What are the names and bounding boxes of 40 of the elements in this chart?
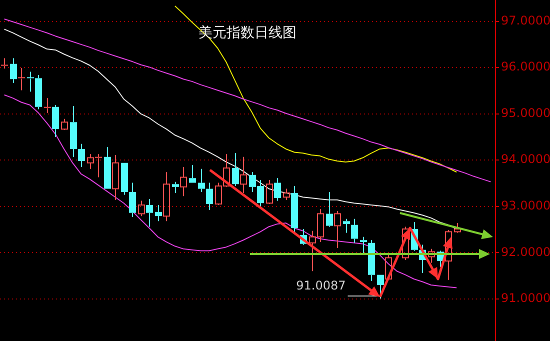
candlestick <box>360 236 367 254</box>
candlestick <box>18 68 26 91</box>
candlestick <box>240 156 247 194</box>
candlestick <box>189 164 196 183</box>
annotation: 91.0087 <box>296 278 346 293</box>
candlestick <box>35 74 42 110</box>
candlestick <box>10 58 17 84</box>
candlestick <box>232 152 239 186</box>
candlestick <box>172 181 179 194</box>
candlestick <box>163 172 170 222</box>
candlestick <box>351 218 358 244</box>
candlestick <box>0 58 8 69</box>
y-tick-label: 95.0000 <box>501 106 550 120</box>
y-tick-label: 92.0000 <box>501 244 550 259</box>
y-tick-label: 96.0000 <box>501 60 550 74</box>
y-tick-label: 93.0000 <box>501 198 550 212</box>
candlestick <box>198 168 205 193</box>
candlestick <box>274 178 281 202</box>
candlestick <box>44 98 52 114</box>
candlestick <box>180 166 187 197</box>
candlestick <box>155 204 162 222</box>
candlestick <box>78 143 85 168</box>
candlestick <box>368 240 375 282</box>
candlestick <box>291 186 298 232</box>
candlestick <box>377 274 384 299</box>
candlestick <box>129 182 136 218</box>
candlestick <box>326 192 333 228</box>
candlestick <box>112 154 119 200</box>
candlestick <box>104 146 111 189</box>
y-tick-label: 91.0000 <box>501 291 550 306</box>
candlestick <box>146 198 153 228</box>
candlestick <box>343 218 350 234</box>
candlestick <box>26 71 34 92</box>
candlestick <box>70 105 77 158</box>
candlestick <box>334 210 341 248</box>
candlestick <box>206 182 213 211</box>
y-tick-label: 94.0000 <box>501 152 550 166</box>
y-tick-label: 97.0000 <box>501 13 550 28</box>
candlestick <box>52 104 59 138</box>
candlestick <box>121 162 128 196</box>
